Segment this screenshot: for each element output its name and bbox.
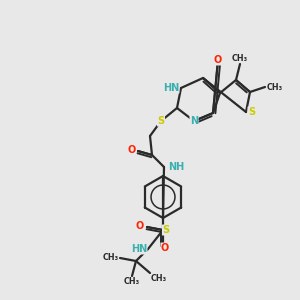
Text: O: O (128, 145, 136, 155)
Text: O: O (161, 243, 169, 253)
Text: CH₃: CH₃ (103, 254, 119, 262)
Text: NH: NH (168, 162, 184, 172)
Text: CH₃: CH₃ (151, 274, 167, 283)
Text: CH₃: CH₃ (232, 54, 248, 63)
Text: CH₃: CH₃ (267, 82, 283, 91)
Text: S: S (162, 225, 169, 235)
Text: S: S (248, 107, 255, 117)
Text: O: O (136, 221, 144, 231)
Text: CH₃: CH₃ (124, 277, 140, 286)
Text: HN: HN (131, 244, 147, 254)
Text: S: S (158, 116, 165, 126)
Text: HN: HN (163, 83, 179, 93)
Text: N: N (190, 116, 198, 126)
Text: O: O (214, 55, 222, 65)
